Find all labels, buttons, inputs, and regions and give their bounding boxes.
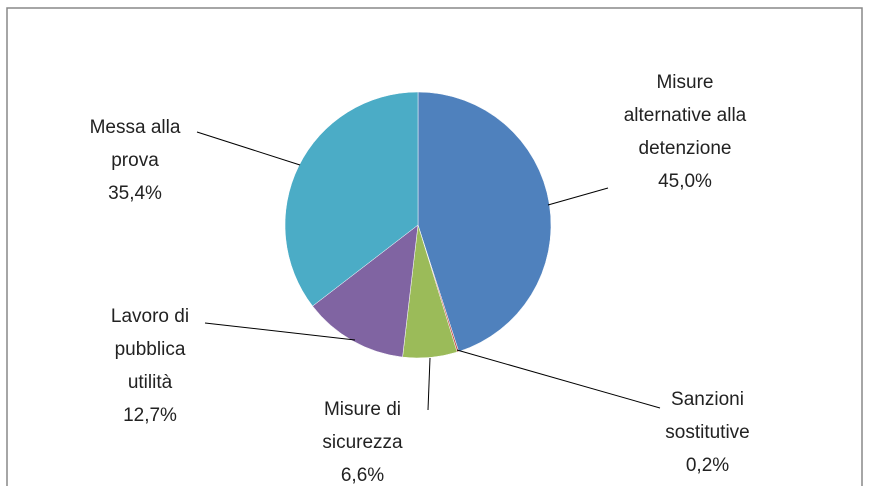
leader-line xyxy=(204,322,356,341)
category-label: Misure alternative alla detenzione xyxy=(623,72,747,159)
leader-line xyxy=(196,131,301,166)
value-label: 12,7% xyxy=(123,405,177,426)
value-label: 35,4% xyxy=(108,183,162,204)
category-label: Misure di sicurezza xyxy=(322,399,403,453)
slice-label: Sanzioni sostitutive 0,2% xyxy=(650,383,765,482)
chart-border xyxy=(6,7,863,486)
value-label: 0,2% xyxy=(685,455,730,476)
value-label: 45,0% xyxy=(658,171,712,192)
slice-label: Misure alternative alla detenzione 45,0% xyxy=(620,66,750,198)
pie-slice xyxy=(284,91,419,307)
slice-label: Messa alla prova 35,4% xyxy=(70,111,200,210)
slice-label: Misure di sicurezza 6,6% xyxy=(300,393,425,486)
category-label: Lavoro di pubblica utilità xyxy=(110,306,190,393)
category-label: Sanzioni sostitutive xyxy=(665,389,750,443)
category-label: Messa alla prova xyxy=(89,117,181,171)
slice-label: Lavoro di pubblica utilità 12,7% xyxy=(95,300,205,432)
leader-line xyxy=(427,357,431,411)
leader-line xyxy=(547,187,609,206)
leader-line xyxy=(456,349,661,409)
value-label: 6,6% xyxy=(340,465,385,486)
pie-slice xyxy=(312,224,419,358)
